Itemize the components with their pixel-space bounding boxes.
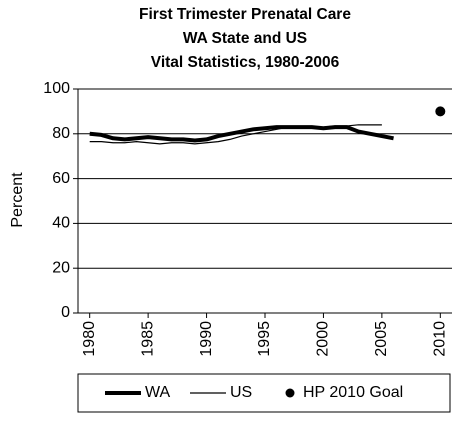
x-tick-label: 1990: [198, 321, 215, 357]
line-series: [89, 124, 382, 145]
legend-box: [77, 373, 451, 413]
legend-label: WA: [145, 384, 171, 401]
y-tick-label: 0: [61, 304, 70, 321]
chart-title: WA State and US: [183, 30, 307, 47]
y-tick-label: 20: [52, 259, 70, 276]
y-tick-label: 40: [52, 215, 70, 232]
x-tick-label: 2005: [373, 321, 390, 357]
legend-label: HP 2010 Goal: [303, 384, 403, 401]
y-tick-label: 60: [52, 170, 70, 187]
x-tick-label: 1985: [139, 321, 156, 357]
x-tick-label: 2010: [432, 321, 449, 357]
line-series: [89, 125, 394, 143]
legend-label: US: [230, 384, 252, 401]
legend-swatch: [285, 388, 295, 398]
chart-title: First Trimester Prenatal Care: [139, 6, 351, 23]
goal-point: [435, 106, 446, 117]
y-tick-label: 100: [43, 80, 70, 97]
x-tick-label: 1980: [81, 321, 98, 357]
x-tick-label: 1995: [256, 321, 273, 357]
y-axis-label: Percent: [9, 172, 26, 228]
y-tick-label: 80: [52, 125, 70, 142]
x-tick-label: 2000: [315, 321, 332, 357]
chart-title: Vital Statistics, 1980-2006: [151, 54, 340, 71]
